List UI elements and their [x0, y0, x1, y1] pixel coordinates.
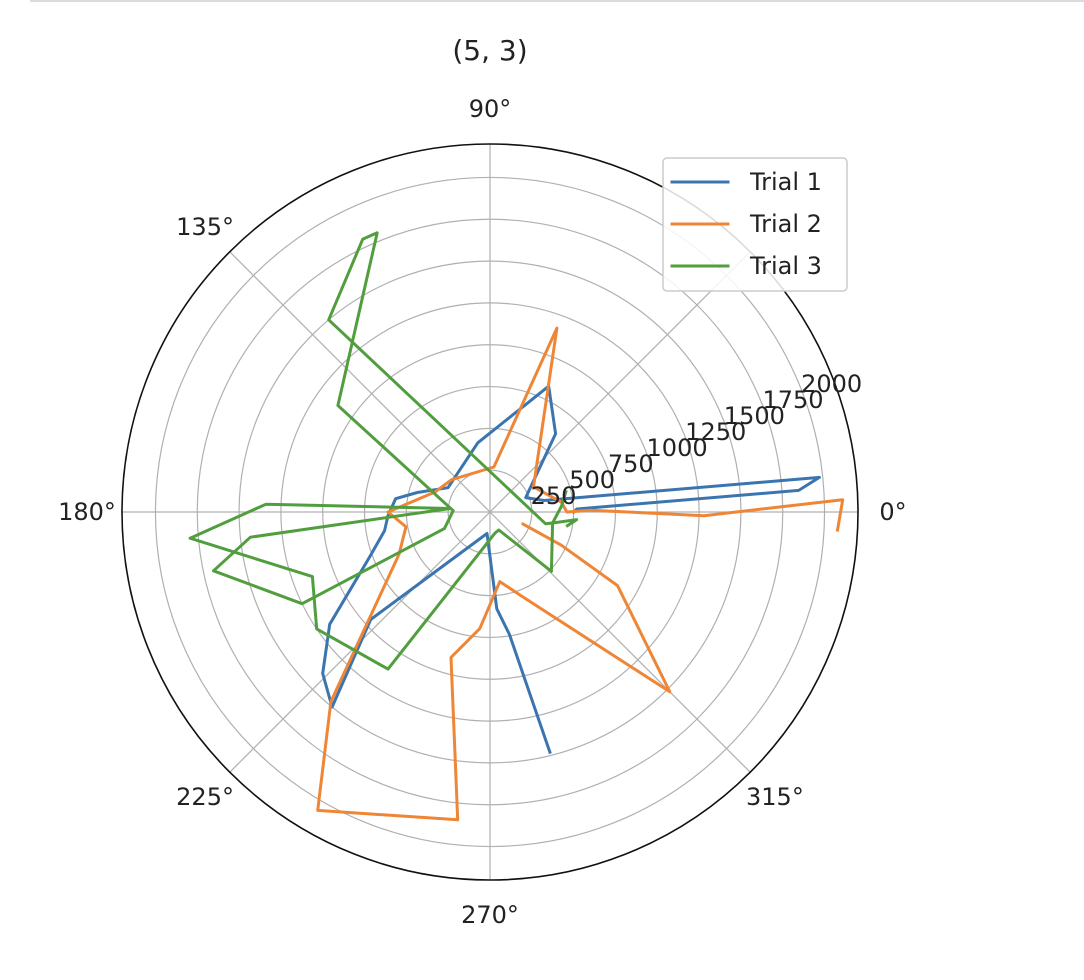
radial-tick-label-1250: 1250: [685, 418, 746, 446]
legend-label-trial-3: Trial 3: [749, 252, 822, 280]
angle-tick-label-135: 135°: [176, 213, 234, 241]
legend-label-trial-1: Trial 1: [749, 168, 822, 196]
legend: Trial 1 Trial 2 Trial 3: [662, 157, 848, 292]
top-border-rule: [30, 0, 1084, 2]
angle-tick-label-180: 180°: [58, 498, 116, 526]
radial-tick-label-750: 750: [608, 450, 654, 478]
chart-title: (5, 3): [452, 34, 527, 67]
angular-gridline-315: [489, 511, 751, 773]
angular-gridline-45: [489, 251, 751, 513]
angle-tick-label-225: 225°: [176, 783, 234, 811]
polar-grid: [121, 143, 859, 881]
polar-frame: [121, 143, 859, 881]
angle-tick-label-270: 270°: [461, 901, 519, 929]
series-lines: [188, 231, 845, 822]
series-line-trial-2: [316, 326, 845, 822]
radial-tick-label-2000: 2000: [801, 370, 862, 398]
legend-frame: [662, 157, 848, 292]
angle-tick-label-0: 0°: [879, 498, 906, 526]
angle-tick-label-90: 90°: [469, 95, 512, 123]
radial-tick-label-500: 500: [569, 466, 615, 494]
series-line-trial-3: [188, 231, 579, 671]
radial-tick-label-1000: 1000: [647, 434, 708, 462]
angular-gridline-135: [229, 251, 491, 513]
tick-labels: 0° 90° 135° 180° 225° 270° 315° 250500750100012…: [58, 95, 906, 929]
radial-tick-label-1500: 1500: [724, 402, 785, 430]
radial-tick-label-1750: 1750: [762, 386, 823, 414]
series-line-trial-1: [321, 384, 821, 755]
radial-tick-label-250: 250: [531, 482, 577, 510]
angle-tick-label-315: 315°: [746, 783, 804, 811]
legend-label-trial-2: Trial 2: [749, 210, 822, 238]
